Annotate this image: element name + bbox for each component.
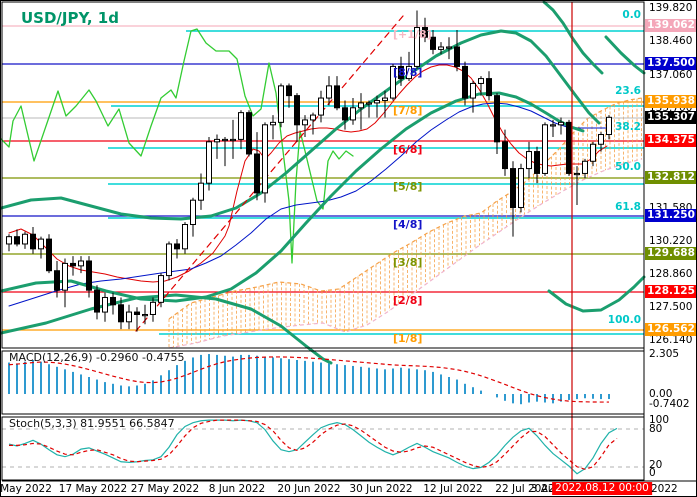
- teal-right-upper: [604, 35, 646, 75]
- cloud-lower-edge: [168, 158, 643, 349]
- candle-body: [526, 151, 532, 170]
- candle-body: [478, 78, 484, 84]
- candle-body: [134, 311, 140, 315]
- candle-body: [102, 296, 108, 313]
- candle-body: [14, 236, 20, 245]
- candle-body: [22, 233, 28, 245]
- candle-body: [166, 243, 172, 277]
- candle-body: [222, 138, 228, 142]
- candle-body: [382, 97, 388, 101]
- candle-body: [374, 99, 380, 104]
- candle-body: [78, 260, 84, 267]
- candle-body: [182, 224, 188, 250]
- red-dashed-trendline: [135, 15, 404, 332]
- cloud-upper-edge: [168, 97, 643, 320]
- candle-body: [534, 151, 540, 174]
- candle-body: [158, 275, 164, 303]
- candle-body: [302, 119, 308, 126]
- candle-body: [358, 102, 364, 109]
- candle-body: [350, 107, 356, 121]
- candle-body: [198, 182, 204, 201]
- candle-body: [142, 313, 148, 317]
- candle-body: [206, 141, 212, 184]
- candle-body: [574, 172, 580, 176]
- candle-body: [470, 82, 476, 99]
- candle-body: [406, 65, 412, 80]
- candle-body: [366, 102, 372, 105]
- stoch-d-line: [9, 419, 618, 470]
- candle-body: [174, 243, 180, 250]
- candle-body: [446, 46, 452, 49]
- candle-body: [542, 124, 548, 174]
- candle-body: [430, 36, 436, 50]
- teal-descending: [542, 1, 604, 75]
- candle-body: [54, 270, 60, 291]
- candle-body: [94, 289, 100, 313]
- candle-body: [150, 301, 156, 315]
- candle-body: [238, 112, 244, 140]
- candle-body: [126, 311, 132, 323]
- candle-body: [110, 296, 116, 306]
- candle-body: [262, 124, 268, 194]
- candle-body: [278, 85, 284, 123]
- candle-body: [510, 168, 516, 208]
- candle-body: [118, 304, 124, 323]
- candle-body: [502, 141, 508, 170]
- candle-body: [190, 199, 196, 226]
- candle-body: [38, 238, 44, 250]
- candle-body: [566, 121, 572, 174]
- candle-body: [462, 65, 468, 99]
- candle-body: [270, 121, 276, 126]
- candle-body: [86, 260, 92, 291]
- candle-body: [558, 121, 564, 126]
- candle-body: [326, 85, 332, 99]
- candle-body: [230, 138, 236, 142]
- candle-body: [6, 236, 12, 245]
- candle-body: [62, 262, 68, 291]
- candle-body: [30, 233, 36, 250]
- green-signal-line: [1, 28, 354, 264]
- candle-body: [590, 143, 596, 162]
- candle-body: [246, 112, 252, 155]
- candle-body: [286, 85, 292, 97]
- candle-body: [390, 65, 396, 99]
- teal-right-u: [547, 275, 646, 313]
- candle-body: [334, 85, 340, 109]
- candle-body: [486, 78, 492, 97]
- candle-body: [582, 160, 588, 174]
- teal-band-lower: [1, 293, 333, 365]
- candle-body: [454, 46, 460, 67]
- candle-body: [398, 65, 404, 80]
- candle-body: [46, 238, 52, 272]
- candle-body: [414, 27, 420, 67]
- candle-body: [254, 153, 260, 194]
- candle-body: [294, 95, 300, 126]
- fast-ma-red: [8, 64, 608, 283]
- candle-body: [606, 116, 612, 136]
- candle-body: [214, 138, 220, 143]
- slow-ma-blue: [8, 102, 610, 307]
- candle-body: [310, 114, 316, 121]
- stoch-k-line: [8, 419, 618, 475]
- candle-body: [518, 168, 524, 208]
- candle-body: [422, 27, 428, 38]
- candle-body: [342, 107, 348, 121]
- candle-body: [598, 134, 604, 145]
- candle-body: [550, 124, 556, 127]
- candle-body: [318, 97, 324, 116]
- candle-body: [494, 95, 500, 143]
- candle-body: [438, 46, 444, 50]
- macd-signal-line: [8, 356, 610, 403]
- candle-body: [70, 262, 76, 267]
